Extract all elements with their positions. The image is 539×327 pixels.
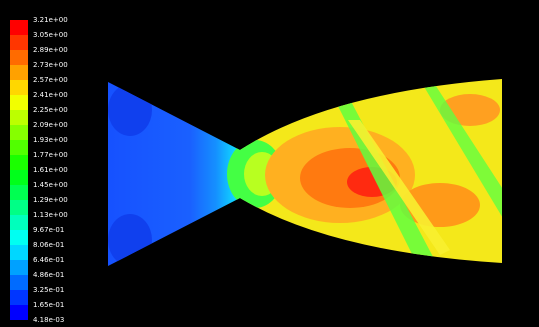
color-swatch — [10, 260, 28, 275]
colorbar-label: 2.25e+00 — [33, 106, 68, 114]
color-swatch — [10, 230, 28, 245]
color-swatch — [10, 290, 28, 305]
page: 3.21e+00 3.05e+00 2.89e+00 2.73e+00 2.57e+00… — [0, 0, 539, 327]
colorbar-label: 2.57e+00 — [33, 76, 68, 84]
colorbar-label: 2.73e+00 — [33, 61, 68, 69]
color-swatch — [10, 200, 28, 215]
color-swatch — [10, 305, 28, 320]
colorbar-label: 1.13e+00 — [33, 211, 68, 219]
colorbar-label: 6.46e-01 — [33, 256, 64, 264]
color-swatch — [10, 65, 28, 80]
color-swatch — [10, 155, 28, 170]
color-swatch — [10, 245, 28, 260]
color-swatch — [10, 110, 28, 125]
colorbar: 3.21e+00 3.05e+00 2.89e+00 2.73e+00 2.57e+00… — [10, 16, 68, 324]
colorbar-label: 8.06e-01 — [33, 241, 64, 249]
colorbar-label: 3.25e-01 — [33, 286, 64, 294]
color-swatch — [10, 170, 28, 185]
colorbar-label: 3.05e+00 — [33, 31, 68, 39]
colorbar-label: 1.93e+00 — [33, 136, 68, 144]
color-swatch — [10, 185, 28, 200]
color-swatch — [10, 125, 28, 140]
colorbar-label: 1.77e+00 — [33, 151, 68, 159]
colorbar-label: 2.89e+00 — [33, 46, 68, 54]
color-swatch — [10, 275, 28, 290]
contour-view: 3.21e+00 3.05e+00 2.89e+00 2.73e+00 2.57e+00… — [0, 0, 539, 327]
color-swatch — [10, 215, 28, 230]
color-swatch — [10, 80, 28, 95]
colorbar-label: 2.09e+00 — [33, 121, 68, 129]
color-swatch — [10, 50, 28, 65]
colorbar-label: 4.18e-03 — [33, 316, 64, 324]
colorbar-label: 4.86e-01 — [33, 271, 64, 279]
colorbar-label: 9.67e-01 — [33, 226, 64, 234]
colorbar-label: 3.21e+00 — [33, 16, 68, 24]
color-swatch — [10, 20, 28, 35]
color-swatch — [10, 35, 28, 50]
colorbar-label: 1.45e+00 — [33, 181, 68, 189]
colorbar-label: 2.41e+00 — [33, 91, 68, 99]
color-swatch — [10, 140, 28, 155]
colorbar-label: 1.29e+00 — [33, 196, 68, 204]
color-swatch — [10, 95, 28, 110]
colorbar-label: 1.61e+00 — [33, 166, 68, 174]
colorbar-label: 1.65e-01 — [33, 301, 64, 309]
